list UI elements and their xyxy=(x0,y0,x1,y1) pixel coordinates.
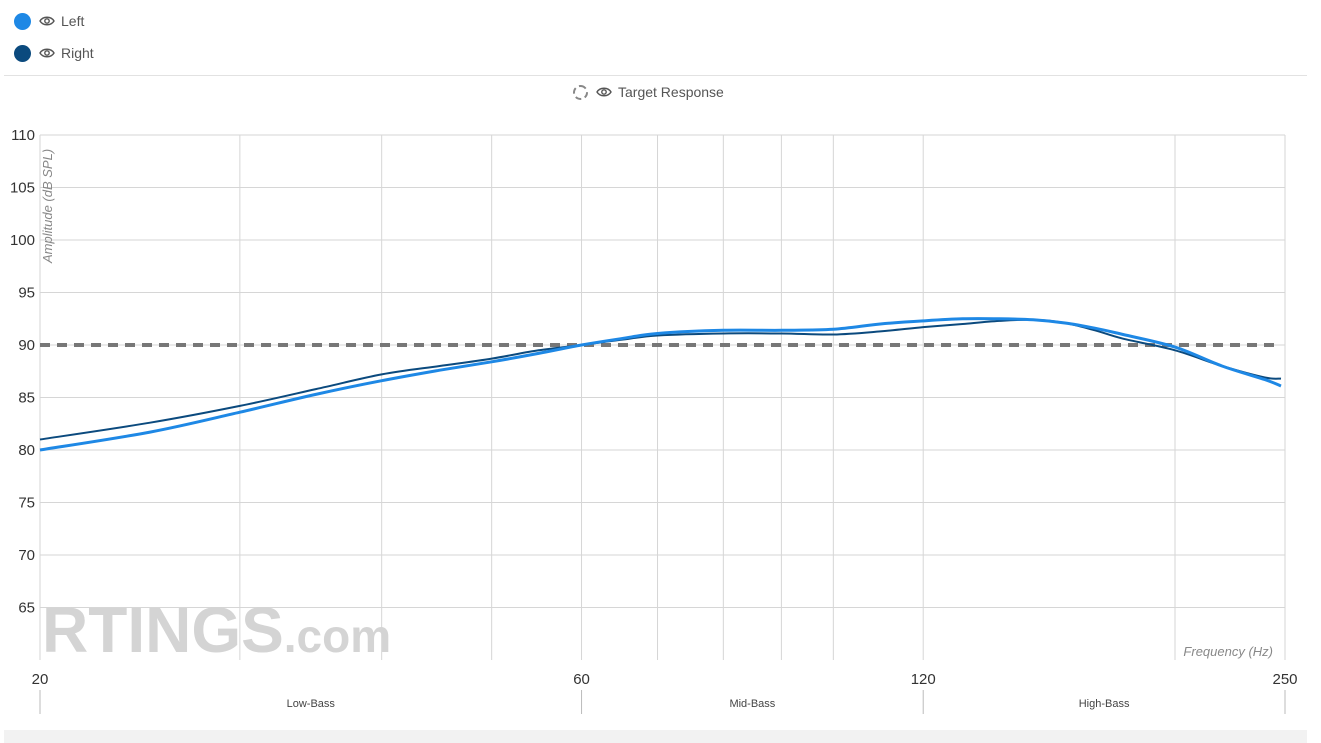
series-line-right xyxy=(39,318,1282,441)
x-tick-label: 60 xyxy=(573,671,590,688)
right-color-swatch xyxy=(14,44,31,62)
legend-target[interactable]: Target Response xyxy=(573,82,724,102)
region-label: High-Bass xyxy=(1079,698,1130,710)
legend-right[interactable]: Right xyxy=(14,43,94,63)
y-tick-label: 85 xyxy=(18,390,35,407)
x-axis-label: Frequency (Hz) xyxy=(1183,644,1273,659)
chart-ticks: 65 70 75 80 85 90 95 100 105 110 20 60 120 250 xyxy=(10,127,1298,688)
series-layer xyxy=(39,317,1282,452)
y-tick-label: 95 xyxy=(18,285,35,302)
x-tick-label: 250 xyxy=(1272,671,1297,688)
eye-icon[interactable] xyxy=(596,86,612,98)
chart-regions: Low-Bass Mid-Bass High-Bass xyxy=(39,690,1286,714)
y-tick-label: 80 xyxy=(18,442,35,459)
y-tick-label: 100 xyxy=(10,232,35,249)
watermark-logo: RTINGS.com xyxy=(42,594,391,666)
legend-left-label: Left xyxy=(61,13,85,29)
y-tick-label: 65 xyxy=(18,600,35,617)
y-tick-label: 110 xyxy=(11,127,35,144)
legend-right-label: Right xyxy=(61,45,94,61)
legend-target-label: Target Response xyxy=(618,84,724,100)
legend-left[interactable]: Left xyxy=(14,11,84,31)
y-axis-label: Amplitude (dB SPL) xyxy=(40,149,55,264)
series-line-left xyxy=(39,317,1282,452)
region-label: Mid-Bass xyxy=(729,698,775,710)
y-tick-label: 90 xyxy=(18,337,35,354)
y-tick-label: 105 xyxy=(10,180,35,197)
x-tick-label: 120 xyxy=(911,671,936,688)
chart-grid xyxy=(39,134,1286,660)
eye-icon[interactable] xyxy=(39,47,55,59)
x-tick-label: 20 xyxy=(32,671,49,688)
target-swatch-icon xyxy=(573,84,588,100)
region-label: Low-Bass xyxy=(287,698,336,710)
eye-icon[interactable] xyxy=(39,15,55,27)
left-color-swatch xyxy=(14,12,31,30)
legend-divider xyxy=(4,75,1307,76)
y-tick-label: 75 xyxy=(18,495,35,512)
footer-bar xyxy=(4,730,1307,743)
y-tick-label: 70 xyxy=(18,547,35,564)
